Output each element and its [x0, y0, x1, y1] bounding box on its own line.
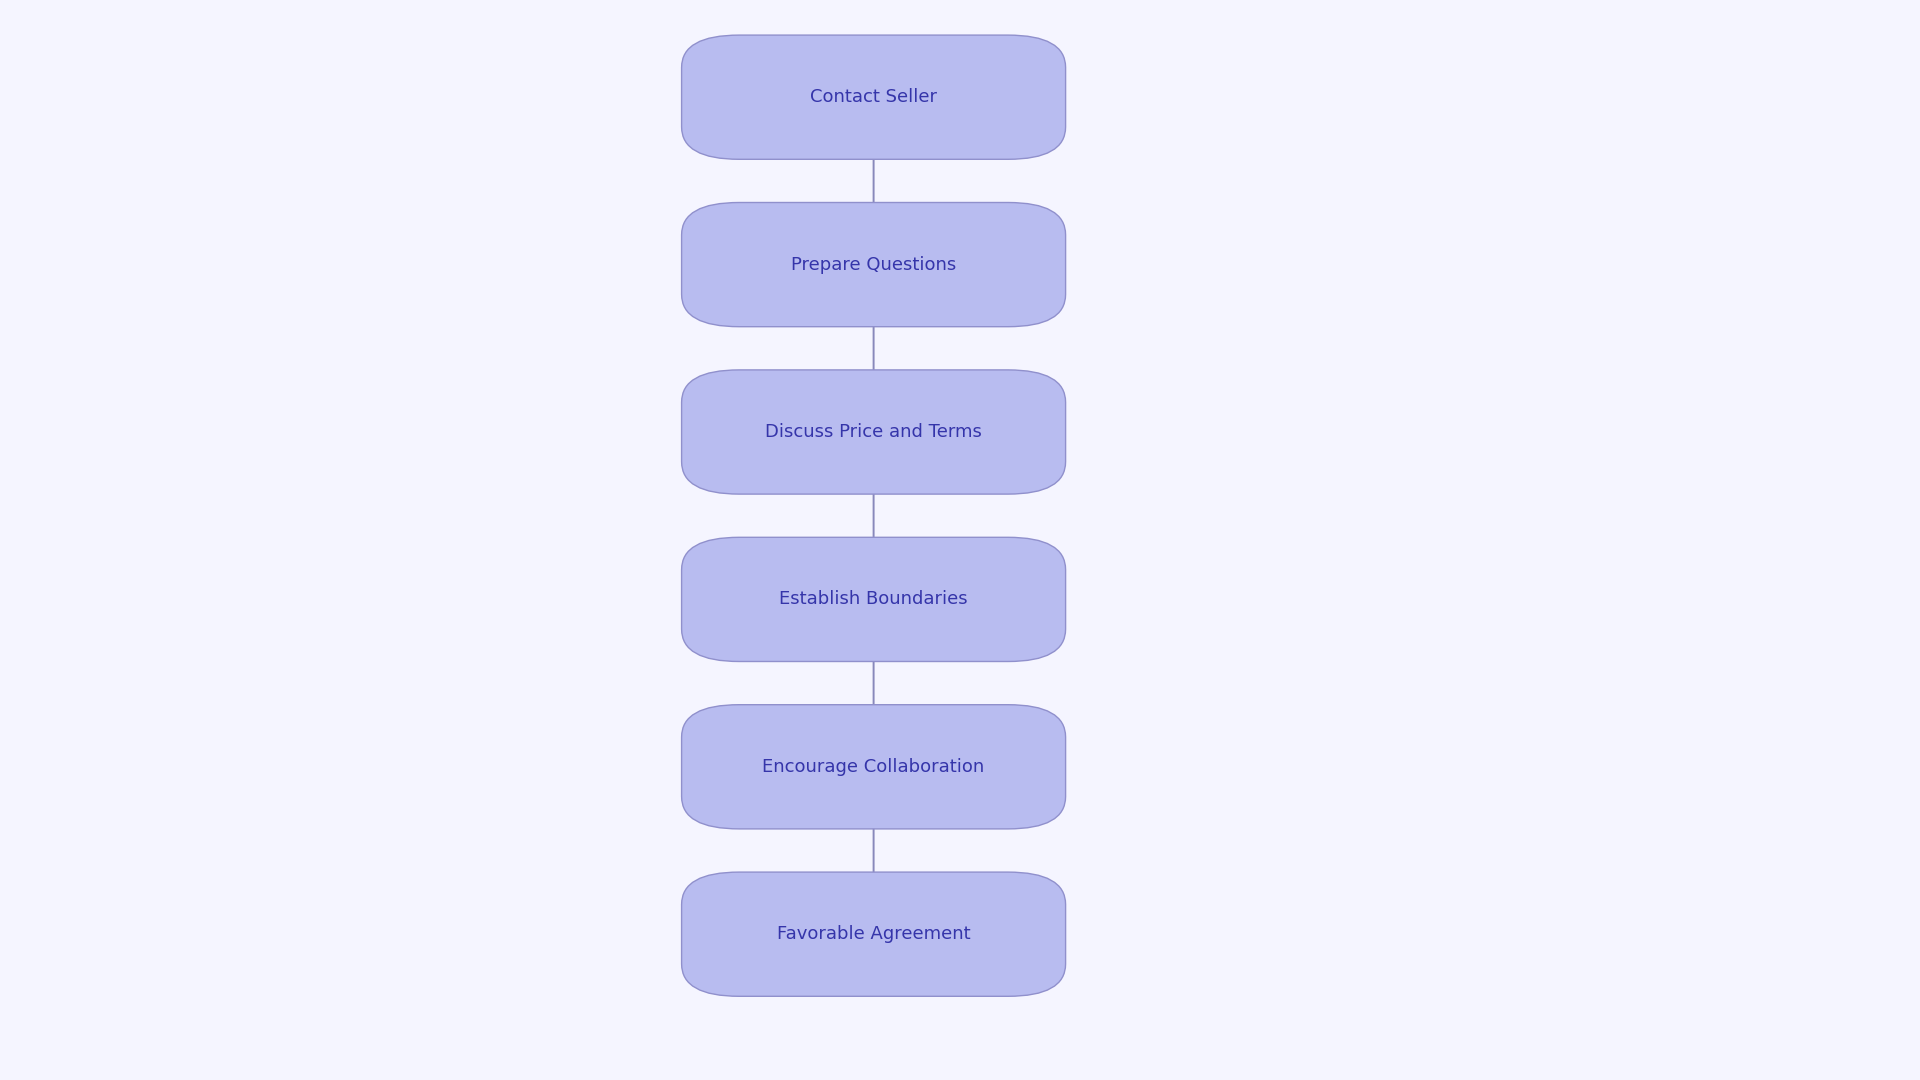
FancyBboxPatch shape — [682, 873, 1066, 996]
FancyBboxPatch shape — [682, 35, 1066, 159]
Text: Prepare Questions: Prepare Questions — [791, 256, 956, 273]
FancyBboxPatch shape — [682, 704, 1066, 829]
Text: Contact Seller: Contact Seller — [810, 89, 937, 106]
FancyBboxPatch shape — [682, 203, 1066, 326]
Text: Favorable Agreement: Favorable Agreement — [778, 926, 970, 943]
Text: Discuss Price and Terms: Discuss Price and Terms — [766, 423, 981, 441]
FancyBboxPatch shape — [682, 537, 1066, 661]
Text: Encourage Collaboration: Encourage Collaboration — [762, 758, 985, 775]
FancyBboxPatch shape — [682, 369, 1066, 494]
Text: Establish Boundaries: Establish Boundaries — [780, 591, 968, 608]
